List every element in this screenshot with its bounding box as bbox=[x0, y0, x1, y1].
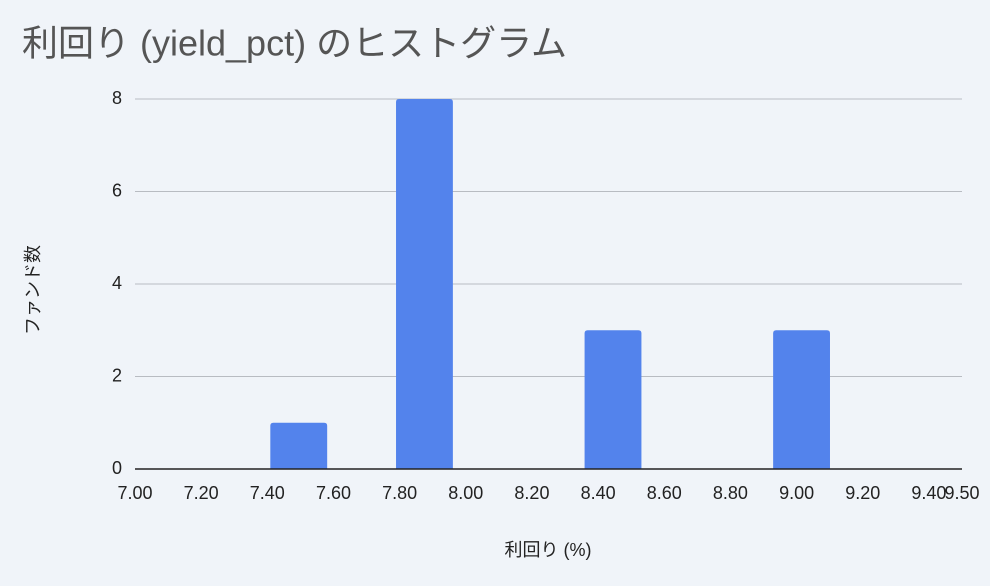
x-tick-label: 8.20 bbox=[514, 483, 549, 503]
x-tick-label: 7.60 bbox=[316, 483, 351, 503]
bar bbox=[773, 330, 830, 469]
chart-title: 利回り (yield_pct) のヒストグラム bbox=[22, 23, 567, 64]
bar bbox=[584, 330, 642, 469]
x-tick-label: 7.20 bbox=[184, 483, 219, 503]
y-tick-label: 2 bbox=[112, 365, 122, 385]
bar bbox=[396, 99, 453, 469]
bar bbox=[270, 422, 328, 469]
x-tick-label: 8.40 bbox=[581, 483, 616, 503]
x-tick-label: 7.00 bbox=[117, 483, 152, 503]
x-tick-label: 9.50 bbox=[944, 483, 979, 503]
y-tick-label: 8 bbox=[112, 88, 122, 108]
x-tick-label: 9.00 bbox=[779, 483, 814, 503]
x-tick-label: 9.20 bbox=[845, 483, 880, 503]
x-tick-label: 8.80 bbox=[713, 483, 748, 503]
x-tick-label: 7.80 bbox=[382, 483, 417, 503]
y-tick-label: 6 bbox=[112, 180, 122, 200]
x-tick-label: 9.40 bbox=[911, 483, 946, 503]
y-tick-label: 0 bbox=[112, 458, 122, 478]
x-axis-label: 利回り (%) bbox=[505, 540, 592, 560]
x-tick-label: 8.00 bbox=[448, 483, 483, 503]
x-tick-label: 7.40 bbox=[250, 483, 285, 503]
y-axis-label: ファンド数 bbox=[23, 245, 43, 335]
y-tick-label: 4 bbox=[112, 273, 122, 293]
x-tick-label: 8.60 bbox=[647, 483, 682, 503]
